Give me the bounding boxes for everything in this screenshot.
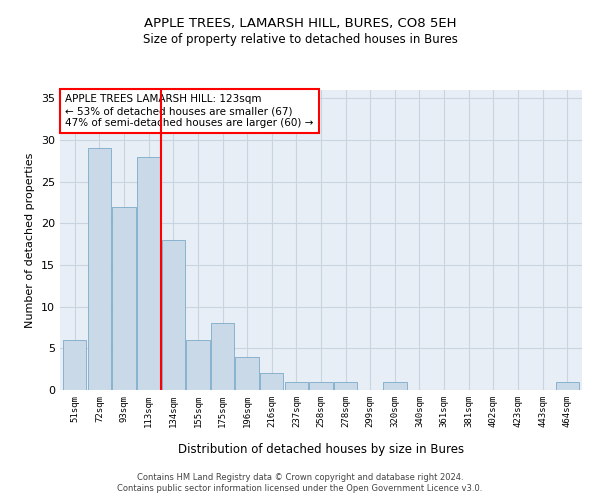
Bar <box>186 340 209 390</box>
Text: Contains public sector information licensed under the Open Government Licence v3: Contains public sector information licen… <box>118 484 482 493</box>
Bar <box>161 240 185 390</box>
Bar <box>235 356 259 390</box>
Text: Contains HM Land Registry data © Crown copyright and database right 2024.: Contains HM Land Registry data © Crown c… <box>137 472 463 482</box>
Text: APPLE TREES, LAMARSH HILL, BURES, CO8 5EH: APPLE TREES, LAMARSH HILL, BURES, CO8 5E… <box>144 18 456 30</box>
Bar <box>284 382 308 390</box>
Bar <box>310 382 332 390</box>
Bar <box>383 382 407 390</box>
Bar <box>137 156 160 390</box>
Bar <box>260 374 283 390</box>
Y-axis label: Number of detached properties: Number of detached properties <box>25 152 35 328</box>
Text: APPLE TREES LAMARSH HILL: 123sqm
← 53% of detached houses are smaller (67)
47% o: APPLE TREES LAMARSH HILL: 123sqm ← 53% o… <box>65 94 314 128</box>
Bar <box>112 206 136 390</box>
Bar <box>334 382 358 390</box>
Bar <box>556 382 579 390</box>
Bar <box>88 148 111 390</box>
Text: Size of property relative to detached houses in Bures: Size of property relative to detached ho… <box>143 32 457 46</box>
Text: Distribution of detached houses by size in Bures: Distribution of detached houses by size … <box>178 442 464 456</box>
Bar <box>63 340 86 390</box>
Bar <box>211 324 234 390</box>
